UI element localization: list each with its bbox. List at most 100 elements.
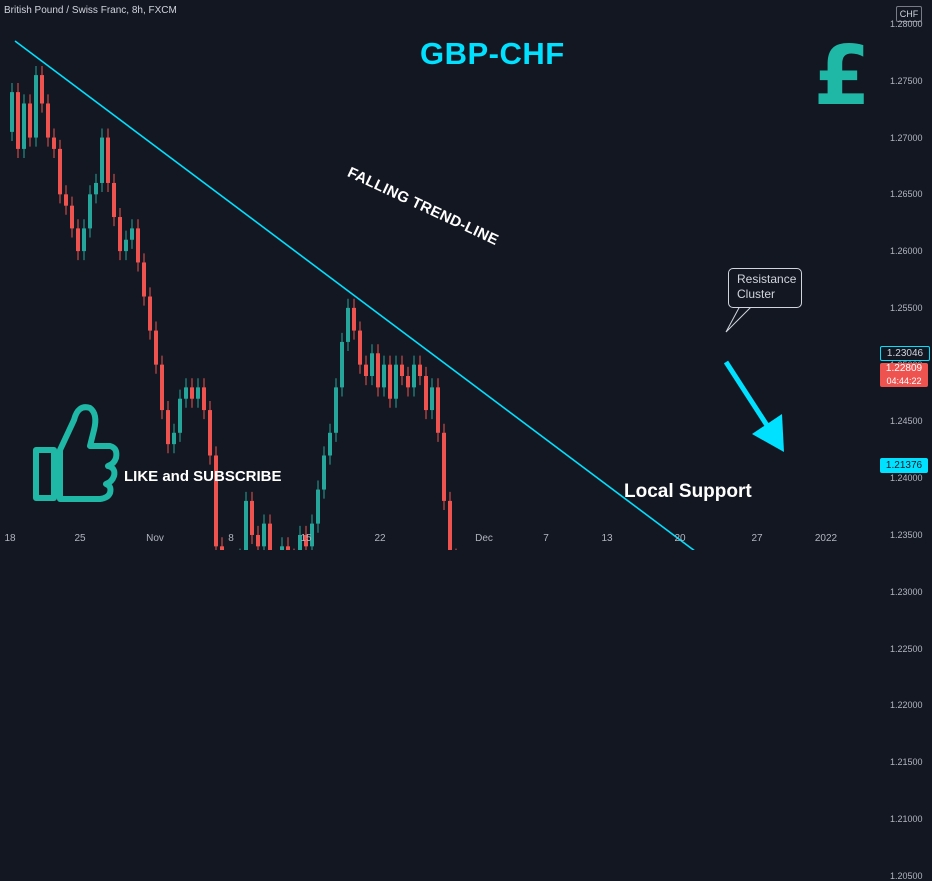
candle-body bbox=[154, 330, 158, 365]
x-tick-label: 18 bbox=[4, 533, 16, 544]
candle-body bbox=[394, 364, 398, 399]
candle-body bbox=[358, 330, 362, 365]
candle-body bbox=[256, 534, 260, 547]
candle-body bbox=[64, 194, 68, 206]
candle-body bbox=[112, 182, 116, 218]
candle-body bbox=[262, 523, 266, 547]
candle-body bbox=[148, 296, 152, 331]
candle-body bbox=[322, 455, 326, 490]
candle-body bbox=[88, 194, 92, 229]
x-tick-label: 25 bbox=[74, 533, 86, 544]
candle-body bbox=[160, 364, 164, 411]
candle-body bbox=[34, 75, 38, 138]
candle-body bbox=[406, 376, 410, 388]
bar-countdown: 04:44:22 bbox=[886, 376, 922, 386]
current-price: 1.22809 bbox=[885, 363, 923, 374]
candle-body bbox=[370, 353, 374, 377]
candle-body bbox=[400, 364, 404, 377]
candle-body bbox=[70, 205, 74, 229]
y-tick-label: 1.23000 bbox=[890, 586, 923, 597]
candle-body bbox=[118, 217, 122, 252]
candle-body bbox=[16, 92, 20, 149]
candle-body bbox=[130, 228, 134, 240]
candle-body bbox=[286, 546, 290, 550]
candle-body bbox=[100, 137, 104, 183]
candle-body bbox=[424, 376, 428, 411]
y-tick-label: 1.24500 bbox=[890, 416, 923, 427]
candle-body bbox=[106, 137, 110, 183]
candle-body bbox=[316, 489, 320, 524]
candle-body bbox=[328, 432, 332, 456]
callout-pointer bbox=[725, 305, 753, 333]
y-tick-label: 1.27500 bbox=[890, 75, 923, 86]
chart-stage: £ British Pound / Swiss Franc, 8h, FXCM … bbox=[4, 5, 930, 881]
candle-body bbox=[298, 534, 302, 550]
x-tick-label: 8 bbox=[228, 533, 234, 544]
x-tick-label: 20 bbox=[674, 533, 686, 544]
candle-body bbox=[442, 432, 446, 501]
x-tick-label: 7 bbox=[543, 533, 549, 544]
candle-body bbox=[208, 410, 212, 456]
chart-title: GBP-CHF bbox=[420, 36, 565, 71]
candle-body bbox=[28, 103, 32, 138]
candle-body bbox=[94, 182, 98, 195]
candle-body bbox=[280, 546, 284, 550]
candle-body bbox=[142, 262, 146, 297]
candle-body bbox=[46, 103, 50, 138]
candle-body bbox=[220, 546, 224, 550]
candle-body bbox=[418, 364, 422, 377]
y-tick-label: 1.26000 bbox=[890, 246, 923, 257]
x-tick-label: 27 bbox=[751, 533, 763, 544]
candle-body bbox=[346, 307, 350, 342]
current-price-tag: 1.22809 04:44:22 bbox=[880, 363, 928, 387]
thumbs-up-icon-cuff bbox=[33, 447, 57, 501]
candle-body bbox=[364, 364, 368, 377]
candle-body bbox=[166, 410, 170, 445]
candle-body bbox=[388, 364, 392, 399]
thumbs-up-icon bbox=[57, 404, 120, 502]
arrow-down-icon-shaft bbox=[723, 360, 773, 432]
candle-body bbox=[376, 353, 380, 388]
candle-body bbox=[52, 137, 56, 149]
candle-body bbox=[190, 387, 194, 399]
y-tick-label: 1.24000 bbox=[890, 473, 923, 484]
candle-body bbox=[22, 103, 26, 149]
candle-body bbox=[40, 75, 44, 104]
x-tick-label: 2022 bbox=[814, 533, 838, 544]
symbol-header: British Pound / Swiss Franc, 8h, FXCM bbox=[4, 5, 177, 16]
candle-body bbox=[334, 387, 338, 433]
support-label: Local Support bbox=[624, 481, 752, 502]
y-tick-label: 1.22000 bbox=[890, 700, 923, 711]
candle-body bbox=[172, 432, 176, 445]
candle-body bbox=[310, 523, 314, 547]
candle-body bbox=[184, 387, 188, 399]
y-tick-label: 1.25500 bbox=[890, 302, 923, 313]
candle-body bbox=[304, 534, 308, 547]
x-tick-label: 15 bbox=[300, 533, 312, 544]
y-tick-label: 1.27000 bbox=[890, 132, 923, 143]
y-tick-label: 1.22500 bbox=[890, 643, 923, 654]
candle-body bbox=[58, 148, 62, 195]
x-tick-label: Nov bbox=[146, 533, 164, 544]
candle-body bbox=[178, 398, 182, 433]
y-tick-label: 1.26500 bbox=[890, 189, 923, 200]
currency-badge[interactable]: CHF bbox=[896, 6, 922, 22]
y-tick-label: 1.23500 bbox=[890, 529, 923, 540]
candle-body bbox=[352, 307, 356, 331]
candle-body bbox=[382, 364, 386, 388]
candle-body bbox=[124, 239, 128, 252]
candle-body bbox=[268, 523, 272, 550]
falling-trend-line bbox=[14, 40, 695, 550]
candle-body bbox=[202, 387, 206, 411]
candle-body bbox=[412, 364, 416, 388]
resistance-callout: Resistance Cluster bbox=[728, 268, 802, 308]
price-chart: £ bbox=[10, 29, 871, 550]
y-tick-label: 1.21500 bbox=[890, 757, 923, 768]
candle-body bbox=[82, 228, 86, 252]
y-tick-label: 1.28000 bbox=[890, 19, 923, 29]
y-tick-label: 1.21000 bbox=[890, 813, 923, 824]
x-tick-label: 22 bbox=[374, 533, 386, 544]
pound-logo-icon: £ bbox=[813, 29, 870, 124]
resistance-price-tag: 1.23046 bbox=[880, 346, 930, 361]
candle-body bbox=[244, 500, 248, 550]
